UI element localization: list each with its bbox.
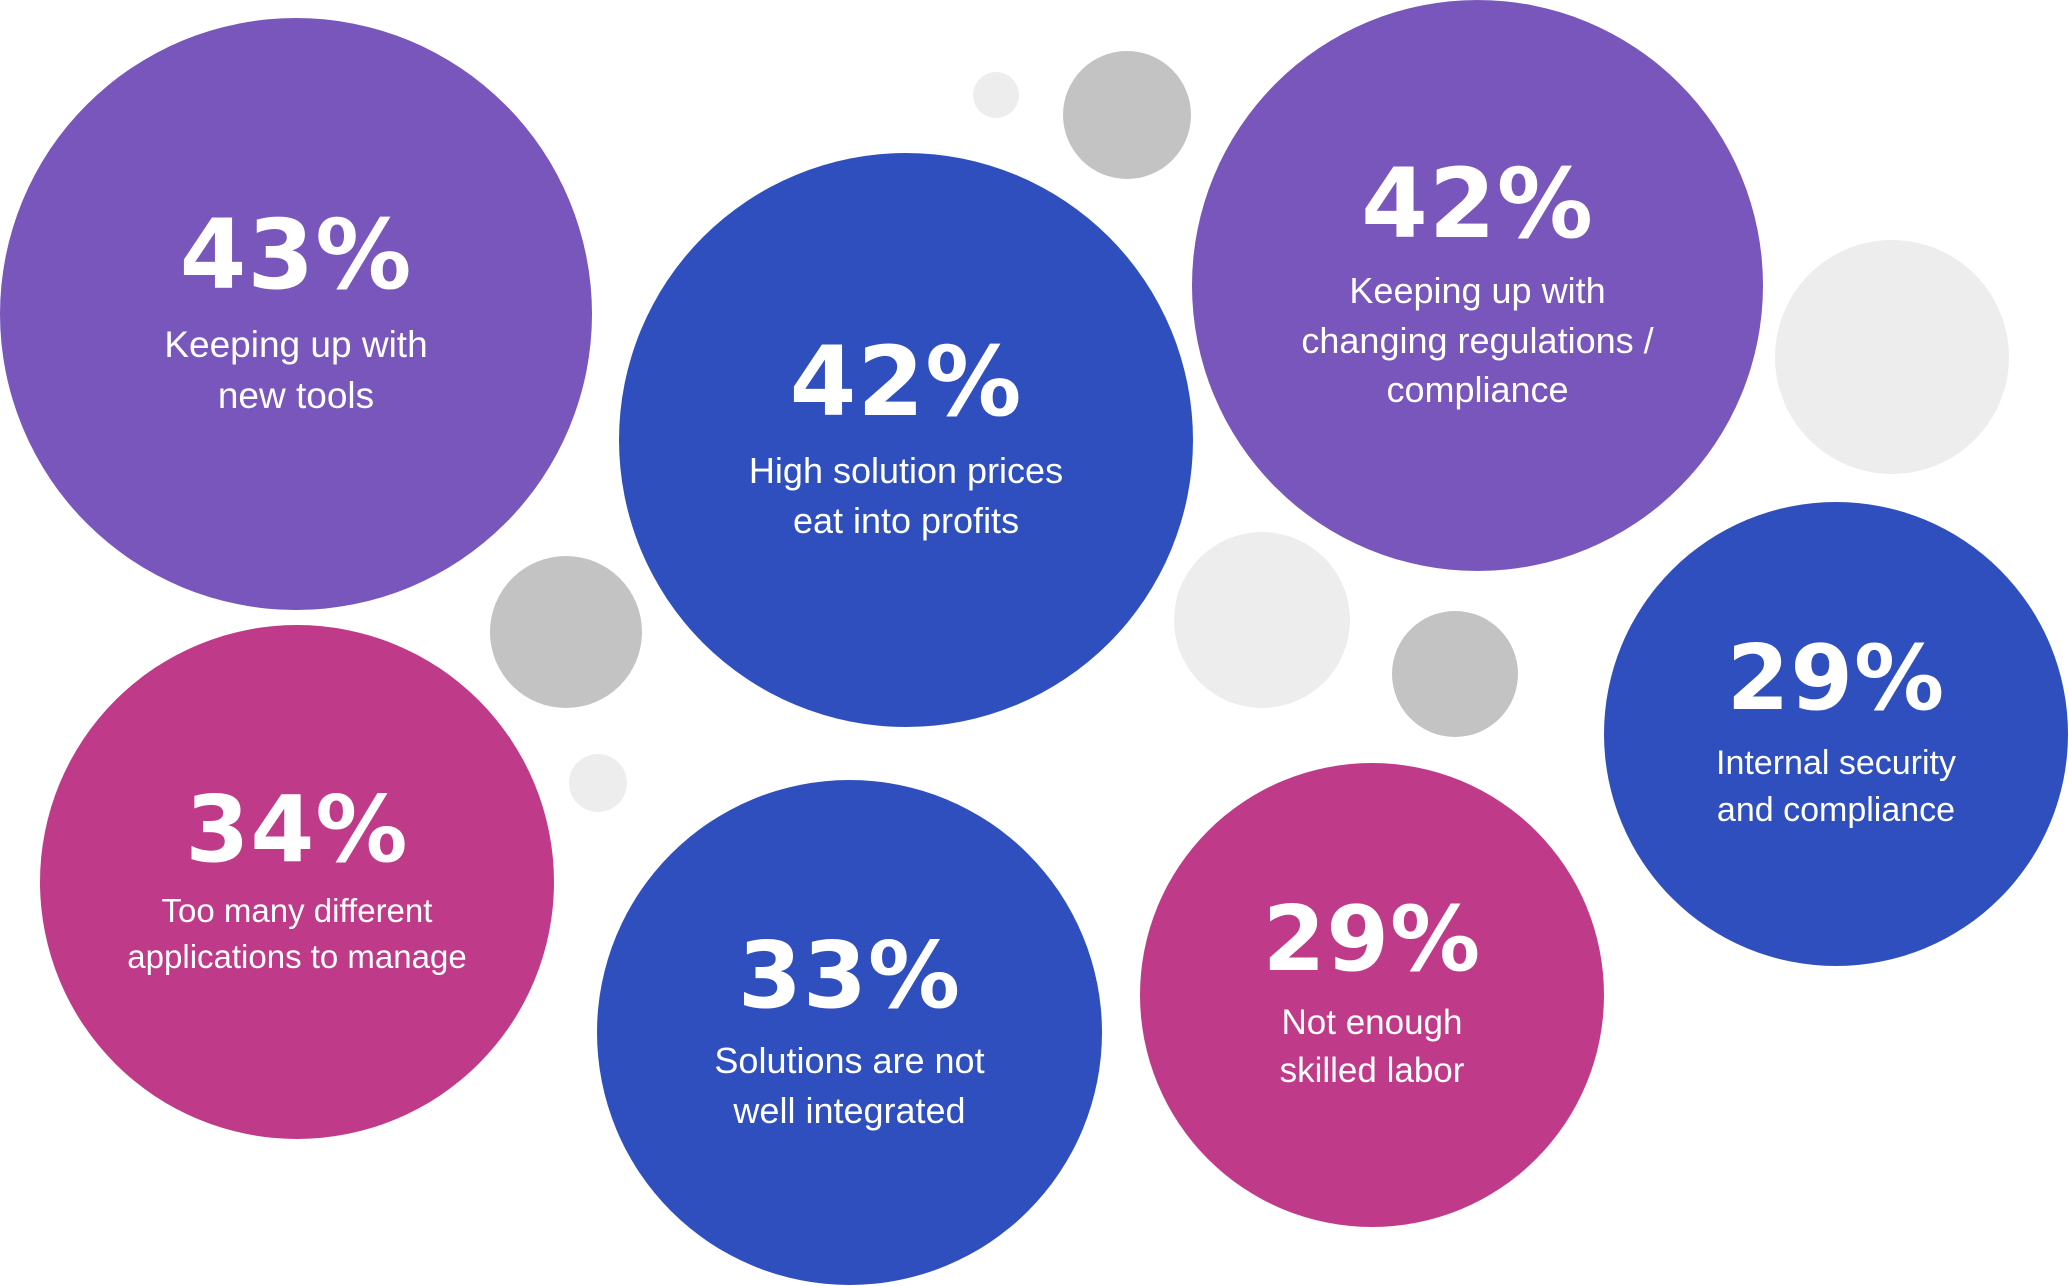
bubble-not-well-integrated: 33% Solutions are not well integrated	[597, 780, 1102, 1285]
bubble-label: High solution prices eat into profits	[748, 450, 1064, 541]
bubble-percent: 33%	[737, 921, 962, 1029]
decorative-circle	[490, 556, 642, 708]
bubble-label: Solutions are not well integrated	[714, 1039, 985, 1131]
bubble-new-tools: 43% Keeping up with new tools	[0, 18, 592, 610]
decorative-circle	[1392, 611, 1518, 737]
bubble-percent: 29%	[1262, 886, 1482, 992]
bubble-percent: 42%	[1361, 147, 1594, 260]
bubble-label: Not enough skilled labor	[1279, 1002, 1465, 1090]
bubble-label: Too many different applications to manag…	[127, 892, 467, 975]
decorative-circle	[1174, 532, 1350, 708]
decorative-circle	[1063, 51, 1191, 179]
bubble-label: Keeping up with new tools	[164, 323, 428, 416]
bubble-internal-security: 29% Internal security and compliance	[1604, 502, 2068, 966]
bubble-label: Internal security and compliance	[1716, 744, 1956, 829]
bubble-percent: 29%	[1726, 626, 1946, 732]
bubble-skilled-labor: 29% Not enough skilled labor	[1140, 763, 1604, 1227]
bubble-percent: 43%	[179, 198, 413, 311]
bubble-label: Keeping up with changing regulations / c…	[1301, 269, 1654, 411]
bubble-changing-regulations: 42% Keeping up with changing regulations…	[1192, 0, 1763, 571]
bubble-too-many-applications: 34% Too many different applications to m…	[40, 625, 554, 1139]
decorative-circle	[973, 72, 1019, 118]
decorative-circle	[1775, 240, 2009, 474]
bubble-percent: 34%	[185, 776, 409, 884]
decorative-circle	[569, 754, 627, 812]
bubble-percent: 42%	[789, 326, 1023, 439]
bubble-high-solution-prices: 42% High solution prices eat into profit…	[619, 153, 1193, 727]
